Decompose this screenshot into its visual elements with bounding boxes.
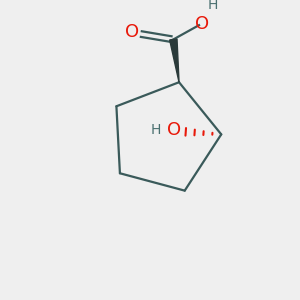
Text: H: H bbox=[150, 123, 161, 137]
Text: O: O bbox=[195, 15, 209, 33]
Text: H: H bbox=[208, 0, 218, 12]
Text: O: O bbox=[125, 23, 139, 41]
Polygon shape bbox=[170, 39, 179, 82]
Text: O: O bbox=[167, 121, 181, 139]
